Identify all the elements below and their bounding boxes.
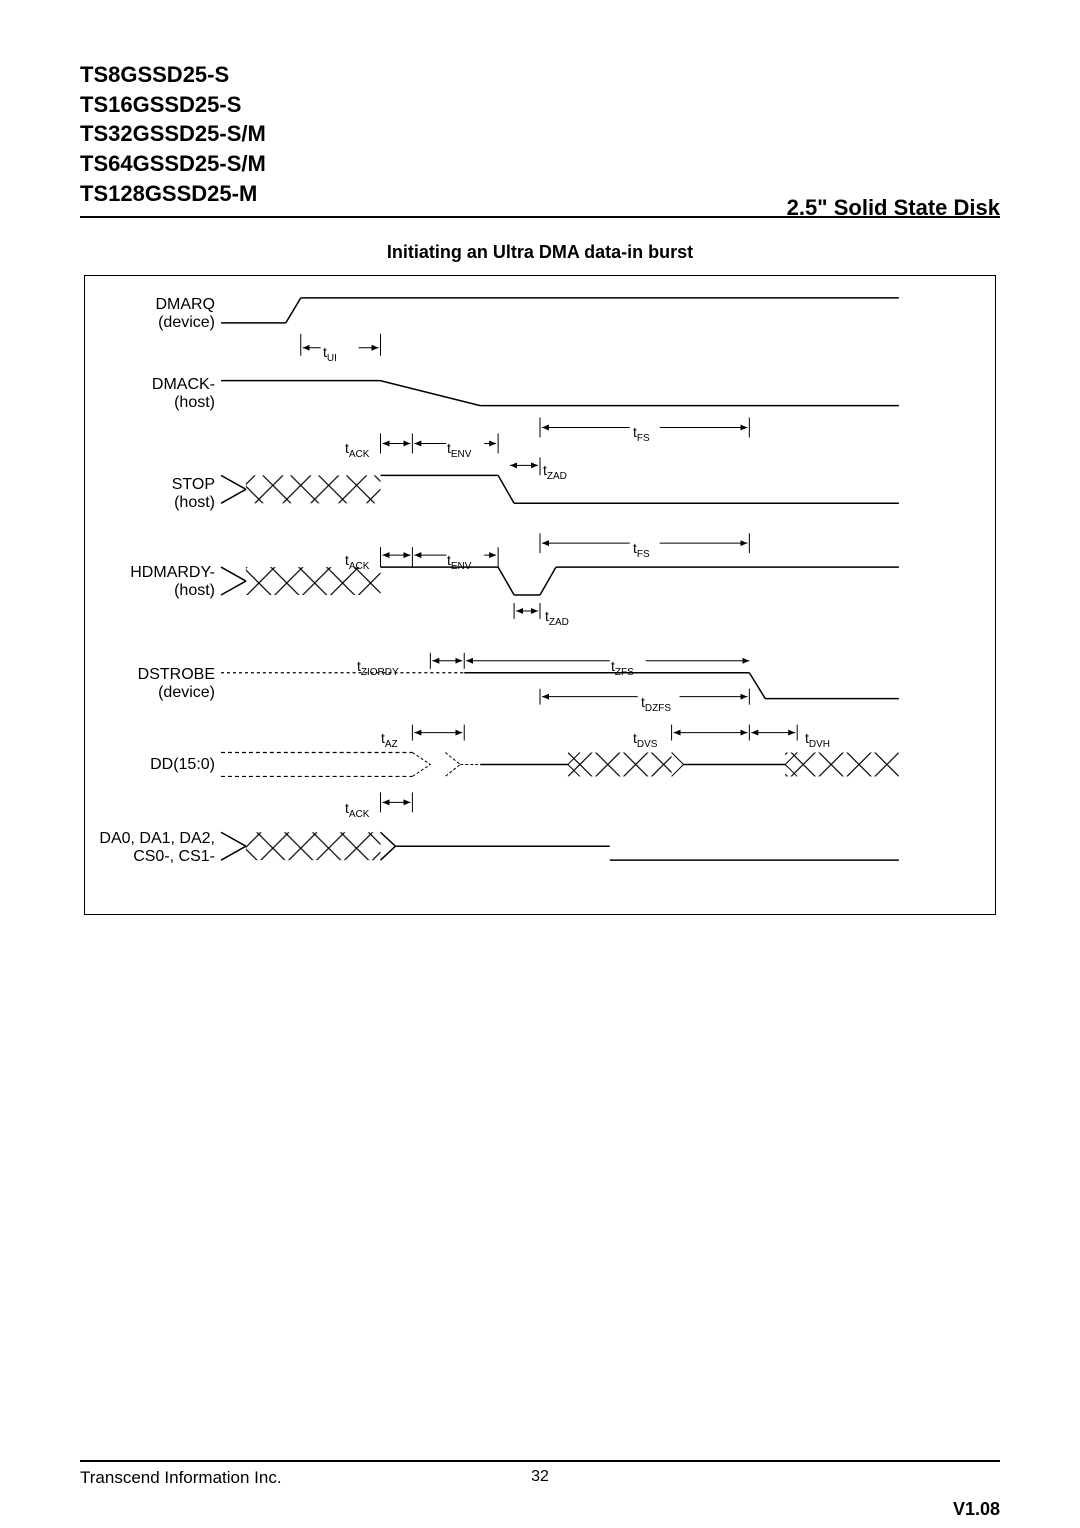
- page-footer: Transcend Information Inc. 32: [80, 1460, 1000, 1488]
- signal-label: DA0, DA1, DA2, CS0-, CS1-: [85, 830, 215, 866]
- datasheet-page: TS8GSSD25-S TS16GSSD25-S TS32GSSD25-S/M …: [0, 0, 1080, 1528]
- timing-param: tACK: [345, 552, 369, 572]
- timing-param: tENV: [447, 552, 471, 572]
- signal-name: HDMARDY-: [130, 564, 215, 581]
- signal-sub: (device): [158, 684, 215, 701]
- signal-name: DMACK-: [152, 376, 215, 393]
- timing-param: tACK: [345, 800, 369, 820]
- model-number: TS8GSSD25-S: [80, 60, 1000, 90]
- timing-svg: [85, 276, 995, 914]
- footer-rule: [80, 1460, 1000, 1462]
- page-header: TS8GSSD25-S TS16GSSD25-S TS32GSSD25-S/M …: [80, 60, 1000, 208]
- model-number: TS64GSSD25-S/M: [80, 149, 1000, 179]
- signal-sub: (host): [174, 394, 215, 411]
- timing-param: tAZ: [381, 730, 398, 750]
- footer-row: Transcend Information Inc. 32: [80, 1468, 1000, 1488]
- company-name: Transcend Information Inc.: [80, 1468, 282, 1488]
- signal-name: DSTROBE: [138, 666, 215, 683]
- timing-param: tZFS: [611, 658, 634, 678]
- signal-sub: (device): [158, 314, 215, 331]
- page-number: 32: [531, 1468, 549, 1486]
- product-title: 2.5" Solid State Disk: [787, 195, 1000, 221]
- timing-param: tDZFS: [641, 694, 671, 714]
- timing-param: tZIORDY: [357, 658, 399, 678]
- timing-diagram: DMARQ (device) DMACK- (host) STOP (host)…: [84, 275, 996, 915]
- timing-param: tFS: [633, 540, 650, 560]
- signal-name: DD(15:0): [150, 756, 215, 773]
- timing-param: tZAD: [543, 462, 567, 482]
- signal-name: STOP: [172, 476, 215, 493]
- signal-label: STOP (host): [105, 476, 215, 512]
- signal-label: DSTROBE (device): [105, 666, 215, 702]
- timing-param: tDVH: [805, 730, 830, 750]
- signal-name: DA0, DA1, DA2,: [99, 830, 215, 847]
- model-list: TS8GSSD25-S TS16GSSD25-S TS32GSSD25-S/M …: [80, 60, 1000, 208]
- signal-sub: (host): [174, 582, 215, 599]
- signal-sub: CS0-, CS1-: [133, 848, 215, 865]
- timing-param: tACK: [345, 440, 369, 460]
- document-version: V1.08: [953, 1499, 1000, 1520]
- model-number: TS16GSSD25-S: [80, 90, 1000, 120]
- timing-param: tZAD: [545, 608, 569, 628]
- figure-title: Initiating an Ultra DMA data-in burst: [80, 242, 1000, 263]
- signal-label: DMACK- (host): [105, 376, 215, 412]
- signal-label: DMARQ (device): [105, 296, 215, 332]
- signal-label: HDMARDY- (host): [105, 564, 215, 600]
- timing-param: tENV: [447, 440, 471, 460]
- timing-param: tFS: [633, 424, 650, 444]
- signal-label: DD(15:0): [105, 756, 215, 774]
- signal-name: DMARQ: [155, 296, 215, 313]
- signal-sub: (host): [174, 494, 215, 511]
- timing-param: tUI: [323, 344, 337, 364]
- model-number: TS32GSSD25-S/M: [80, 119, 1000, 149]
- timing-param: tDVS: [633, 730, 657, 750]
